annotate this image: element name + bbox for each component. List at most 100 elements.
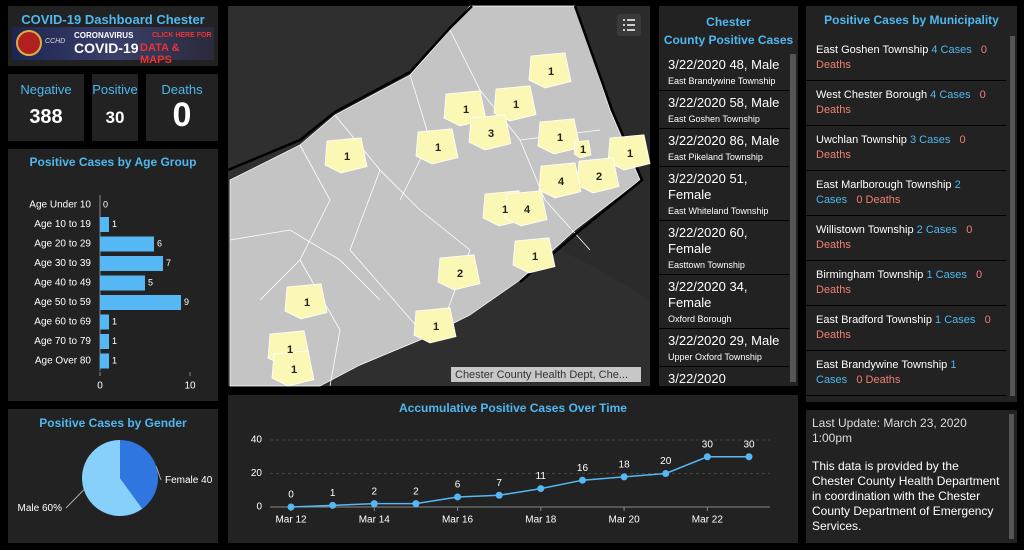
data-label: 2 [413,486,419,497]
y-tick-label: 20 [251,468,263,479]
banner-line: CORONAVIRUS [74,31,134,40]
municipality-name: Birmingham Township [816,269,924,281]
municipality-cases: 4 Cases [931,44,972,56]
dashboard-title: COVID-19 Dashboard Chester [21,12,205,27]
scrollbar[interactable] [790,54,796,382]
data-label: 1 [112,219,117,229]
point [578,476,586,484]
municipality-item[interactable]: East Bradford Township 1 Cases 0 Deaths [806,306,1006,351]
map: 1 1 1 3 1 1 1 1 1 2 4 1 4 1 2 1 1 1 1 Chester County Health… [227,5,651,387]
township-border [259,144,331,301]
point [662,470,670,477]
case-place: Easttown Township [668,260,745,270]
map-label: 1 [433,321,439,333]
municipality-item[interactable]: East Brandywine Township 1 Cases 0 Death… [806,351,1006,396]
municipality-cases: 3 Cases [909,134,951,146]
case-item[interactable]: 3/22/2020 48, Male East Brandywine Townsh… [659,53,789,91]
map-label: 4 [558,176,565,188]
municipality-name: East Brandywine Township [816,359,948,371]
municipality-deaths: 0 Deaths [816,44,988,71]
point [620,473,628,481]
x-tick-label: 0 [97,381,103,392]
data-label: 30 [702,439,714,450]
municipality-item[interactable]: Uwchlan Township 3 Cases 0 Deaths [806,126,1006,171]
case-place: East Pikeland Township [668,152,763,162]
municipality-title: Positive Cases by Municipality [824,13,999,27]
counter-label: Positive [92,82,138,97]
pie-value-label: 60% [42,503,62,514]
counter-value: 388 [29,106,63,128]
municipality-name: Uwchlan Township [816,134,907,146]
counter: Negative 388 [8,74,84,141]
municipality-cases: 1 Cases [935,314,976,326]
title-line: Chester [706,15,751,29]
case-item[interactable]: 3/22/2020 51, Female East Whiteland Towns… [659,167,789,221]
legend-icon [627,29,635,31]
case-item[interactable]: 3/22/2020 58, Male East Goshen Township [659,91,789,129]
map-label: 1 [344,151,350,163]
scrollbar[interactable] [1009,414,1014,539]
case-list-title: Chester County Positive Cases [659,6,798,53]
bar [100,314,109,330]
municipality-item[interactable]: Birmingham Township 1 Cases 0 Deaths [806,261,1006,306]
municipality-name: West Chester Borough [816,89,928,101]
map-label: 1 [304,297,310,309]
municipality-name: Willistown Township [816,224,914,236]
map-label: 1 [287,344,293,356]
data-label: 11 [536,471,547,482]
map-label: 2 [457,268,463,280]
county-border [227,5,473,172]
timeline-panel [228,395,798,543]
chart-title: Accumulative Positive Cases Over Time [399,401,627,415]
municipality-item[interactable]: East Goshen Township 4 Cases 0 Deaths [806,36,1006,81]
point [454,493,462,501]
bar [100,353,109,369]
data-label: 0 [103,199,108,209]
municipality-name: East Marlborough Township [816,179,952,191]
map-label: 1 [435,142,441,154]
municipality-item[interactable]: Willistown Township 2 Cases 0 Deaths [806,216,1006,261]
legend-icon [623,19,625,21]
data-label: 2 [371,486,377,497]
point [745,453,753,461]
legend-icon [623,29,625,31]
data-label: 1 [112,336,117,346]
banner-cta: CLICK HERE FOR [152,32,212,39]
case-item[interactable]: 3/22/2020 34, Female Oxford Borough [659,275,789,329]
update-panel: Last Update: March 23, 2020 1:00pm This … [806,410,1017,543]
data-label: 7 [166,258,171,268]
case-item[interactable]: 3/22/2020 [659,367,789,386]
municipality-list[interactable]: East Goshen Township 4 Cases 0 Deaths Wes… [806,36,1006,402]
banner[interactable]: CCHD CORONAVIRUS COVID-19 CLICK HERE FOR… [12,27,214,66]
municipality-panel: Positive Cases by Municipality East Gosh… [806,6,1017,402]
case-place: East Brandywine Township [668,76,776,86]
data-label: 1 [112,355,117,365]
y-tick-label: Age 20 to 29 [34,239,91,250]
pie-slice [120,440,159,509]
data-label: 6 [455,480,461,491]
legend-icon [627,24,635,26]
map-label: 1 [513,99,519,111]
township-border [349,169,421,331]
y-tick-label: Age Over 80 [35,356,92,367]
pie-value-label: 40 [201,475,213,486]
legend-icon [623,24,625,26]
case-item[interactable]: 3/22/2020 86, Male East Pikeland Township [659,129,789,167]
scrollbar[interactable] [1010,36,1015,396]
logo-text: CCHD [45,38,66,45]
case-item[interactable]: 3/22/2020 29, Male Upper Oxford Township [659,329,789,367]
municipality-item[interactable]: East Marlborough Township 2 Cases 0 Deat… [806,171,1006,216]
y-tick-label: Age Under 10 [29,200,91,211]
map-label: 1 [463,104,469,116]
municipality-cases: 2 Cases [916,224,958,236]
data-label: 0 [288,490,294,501]
positive-township [468,114,512,151]
municipality-item[interactable]: West Chester Borough 4 Cases 0 Deaths [806,81,1006,126]
data-label: 6 [157,238,162,248]
case-item[interactable]: 3/22/2020 60, Female Easttown Township [659,221,789,275]
case-list[interactable]: 3/22/2020 48, Male East Brandywine Townsh… [659,53,789,386]
case-list-panel: Chester County Positive Cases 3/22/2020 … [659,6,798,386]
municipality-cases: 4 Cases [930,89,971,101]
map-label: 1 [532,251,538,263]
